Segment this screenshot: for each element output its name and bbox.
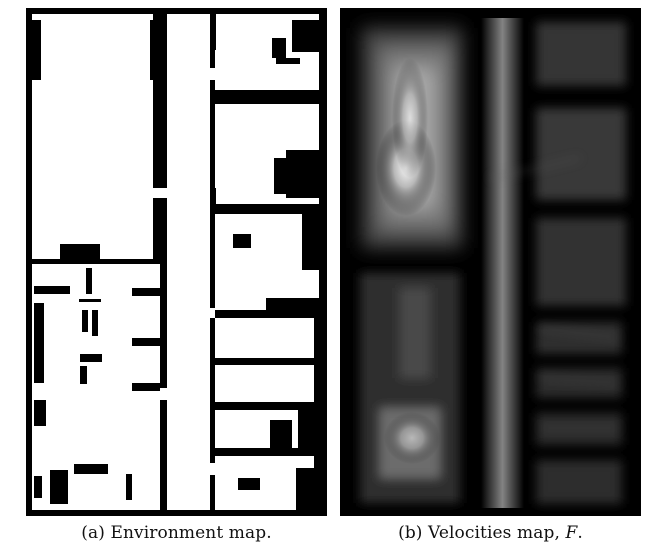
free-region-right-5 xyxy=(215,365,314,402)
caption-b-text: (b) Velocities map, xyxy=(398,523,566,543)
velocities-map xyxy=(340,8,641,516)
environment-map-svg xyxy=(26,8,327,516)
free-region-right-4 xyxy=(215,318,314,358)
caption-b-symbol: F xyxy=(565,523,578,543)
velocities-map-svg xyxy=(340,8,641,516)
free-region-right-3 xyxy=(215,214,319,310)
caption-a-text: (a) Environment map. xyxy=(81,523,272,543)
free-region-left-upper xyxy=(32,14,153,259)
environment-map xyxy=(26,8,327,516)
central-corridor xyxy=(167,14,210,510)
free-region-right-6 xyxy=(215,410,314,448)
caption-b-end: . xyxy=(577,523,583,543)
caption-a: (a) Environment map. xyxy=(26,523,327,543)
caption-b: (b) Velocities map, F. xyxy=(340,523,641,543)
